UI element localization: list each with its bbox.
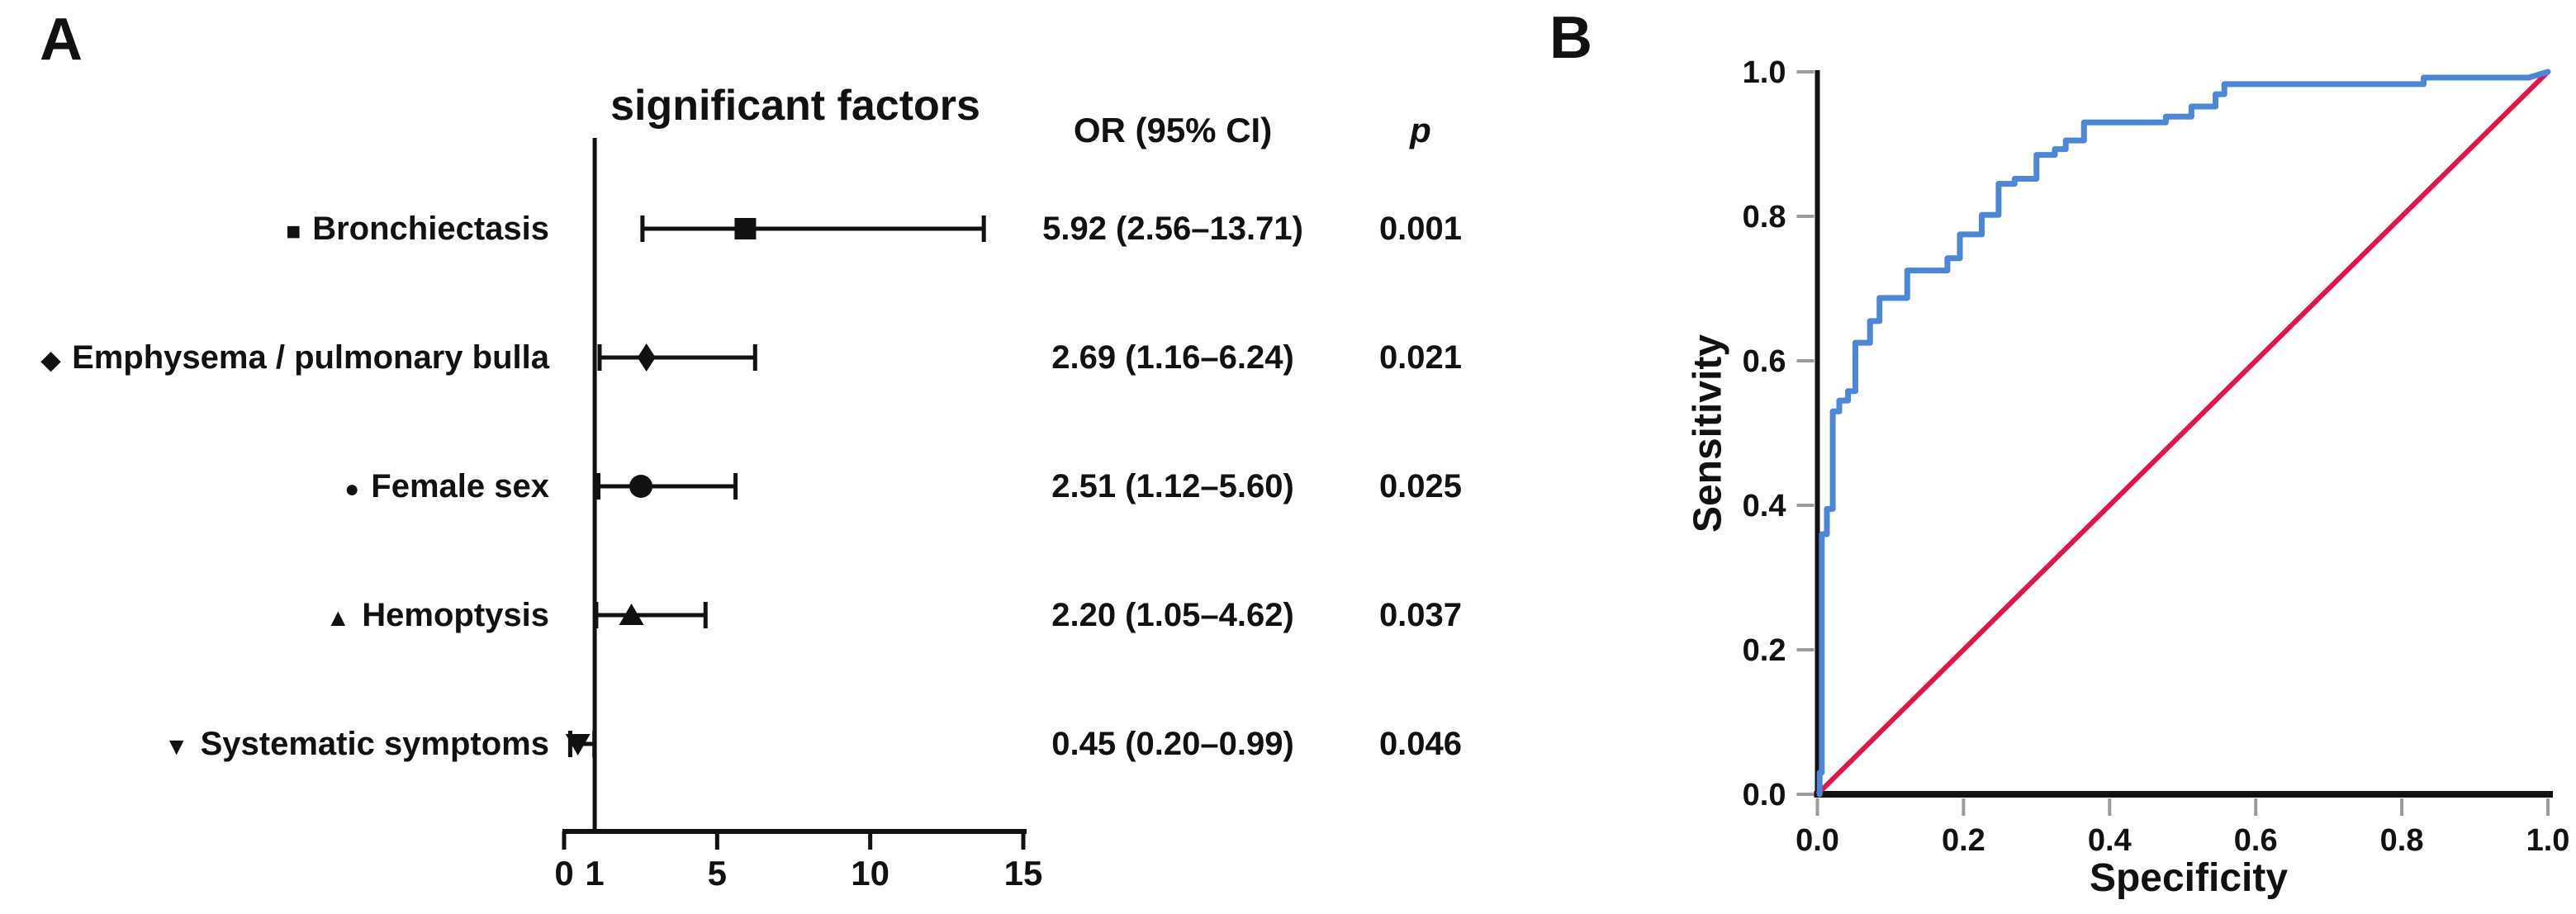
or-ci-value: 0.45 (0.20–0.99)	[1051, 726, 1294, 762]
factor-label-text: Female sex	[371, 468, 549, 504]
roc-y-tick-label: 0.0	[1743, 778, 1786, 812]
triangle-down-legend-icon: ▼	[164, 733, 189, 760]
p-value: 0.046	[1378, 726, 1463, 762]
panel-b-label: B	[1549, 5, 1592, 71]
roc-y-tick-label: 0.8	[1743, 200, 1786, 234]
forest-x-tick-label: 15	[1004, 854, 1043, 893]
or-ci-header: OR (95% CI)	[1073, 111, 1273, 149]
factor-label: ◆ Emphysema / pulmonary bulla	[0, 336, 549, 379]
roc-curve	[1816, 69, 2551, 798]
factor-label: ▼ Systematic symptoms	[0, 722, 549, 765]
forest-title: significant factors	[610, 82, 980, 130]
factor-label: ▲ Hemoptysis	[0, 594, 549, 637]
marker-circle	[629, 475, 653, 498]
specificity-axis-label: Specificity	[2089, 856, 2289, 900]
p-value-header: p	[1410, 111, 1431, 149]
reference-diagonal	[1815, 69, 2550, 797]
forest-plot: 0 1 5 10 15	[554, 138, 1042, 893]
or-ci-value: 2.69 (1.16–6.24)	[1051, 339, 1294, 376]
forest-x-tick-label: 1	[585, 854, 604, 893]
roc-x-tick-label: 0.8	[2380, 823, 2424, 858]
factor-label-text: Hemoptysis	[362, 597, 549, 633]
roc-x-tick-label: 1.0	[2526, 823, 2570, 858]
factor-label: ● Female sex	[0, 465, 549, 508]
p-value: 0.001	[1378, 211, 1463, 247]
roc-x-tick-label: 0.4	[2088, 823, 2132, 858]
triangle-up-legend-icon: ▲	[325, 604, 351, 632]
diamond-legend-icon: ◆	[40, 347, 61, 374]
factor-label-text: Systematic symptoms	[200, 726, 549, 762]
factor-label-text: Bronchiectasis	[312, 211, 549, 247]
or-ci-value: 2.20 (1.05–4.62)	[1051, 597, 1294, 633]
roc-y-tick-label: 0.2	[1743, 633, 1786, 668]
factor-label-text: Emphysema / pulmonary bulla	[72, 339, 549, 376]
forest-x-tick-label: 5	[708, 854, 727, 893]
forest-x-tick-label: 10	[851, 854, 890, 893]
roc-y-tick-label: 0.4	[1743, 489, 1786, 523]
roc-x-tick-label: 0.6	[2234, 823, 2278, 858]
square-legend-icon: ■	[286, 218, 301, 245]
p-value: 0.021	[1378, 339, 1463, 376]
or-ci-value: 2.51 (1.12–5.60)	[1051, 468, 1294, 504]
roc-y-tick-label: 0.6	[1743, 344, 1786, 379]
panel-a-label: A	[40, 7, 83, 73]
roc-y-tick-label: 1.0	[1743, 55, 1786, 90]
or-ci-value: 5.92 (2.56–13.71)	[1042, 211, 1303, 247]
marker-square	[734, 218, 757, 239]
factor-label: ■ Bronchiectasis	[0, 207, 549, 250]
roc-x-tick-label: 0.0	[1796, 823, 1839, 858]
forest-x-tick-label: 0	[554, 854, 573, 893]
roc-plot: 0.0 0.2 0.4 0.6 0.8 1.0 0.0 0.2 0.4 0.6 0.8 1.0	[1743, 55, 2570, 858]
marker-triangle-down	[565, 734, 591, 755]
p-value: 0.037	[1378, 597, 1463, 633]
marker-diamond	[637, 343, 656, 372]
p-value: 0.025	[1378, 468, 1463, 504]
marker-triangle-up	[619, 604, 644, 625]
circle-legend-icon: ●	[344, 476, 360, 503]
roc-x-tick-label: 0.2	[1942, 823, 1985, 858]
